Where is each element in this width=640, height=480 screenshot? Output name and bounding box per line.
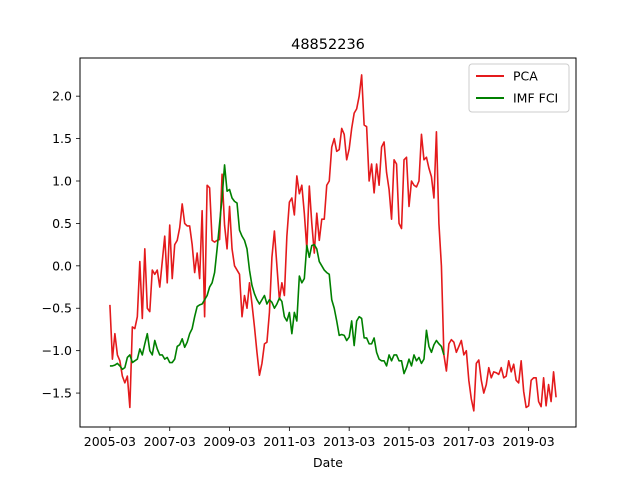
y-axis-ticks: −1.5 −1.0 −0.5 0.0 0.5 1.0 1.5 2.0 <box>42 89 80 401</box>
x-tick-label: 2015-03 <box>383 434 435 449</box>
x-tick-label: 2013-03 <box>323 434 375 449</box>
legend-label-pca: PCA <box>513 69 538 84</box>
x-tick-label: 2017-03 <box>443 434 495 449</box>
y-tick-label: −0.5 <box>42 301 72 316</box>
y-tick-label: −1.0 <box>42 343 72 358</box>
x-tick-label: 2005-03 <box>84 434 136 449</box>
axes-frame <box>79 57 577 428</box>
x-tick-label: 2011-03 <box>263 434 315 449</box>
series-layer <box>109 74 557 412</box>
chart-title: 48852236 <box>291 37 365 53</box>
y-tick-label: −1.5 <box>42 386 72 401</box>
x-tick-label: 2009-03 <box>203 434 255 449</box>
y-tick-label: 0.5 <box>52 216 72 231</box>
legend-label-imf-fci: IMF FCI <box>513 91 558 106</box>
series-line-imf-fci <box>109 164 445 375</box>
y-tick-label: 1.5 <box>52 131 72 146</box>
y-tick-label: 1.0 <box>52 174 72 189</box>
x-tick-label: 2019-03 <box>503 434 555 449</box>
x-axis-ticks: 2005-03 2007-03 2009-03 2011-03 2013-03 2015-… <box>84 427 555 449</box>
x-tick-label: 2007-03 <box>144 434 196 449</box>
legend: PCA IMF FCI <box>468 63 570 113</box>
x-axis-label: Date <box>313 455 343 470</box>
y-tick-label: 0.0 <box>52 258 72 273</box>
y-tick-label: 2.0 <box>52 89 72 104</box>
series-line-pca <box>109 74 557 412</box>
